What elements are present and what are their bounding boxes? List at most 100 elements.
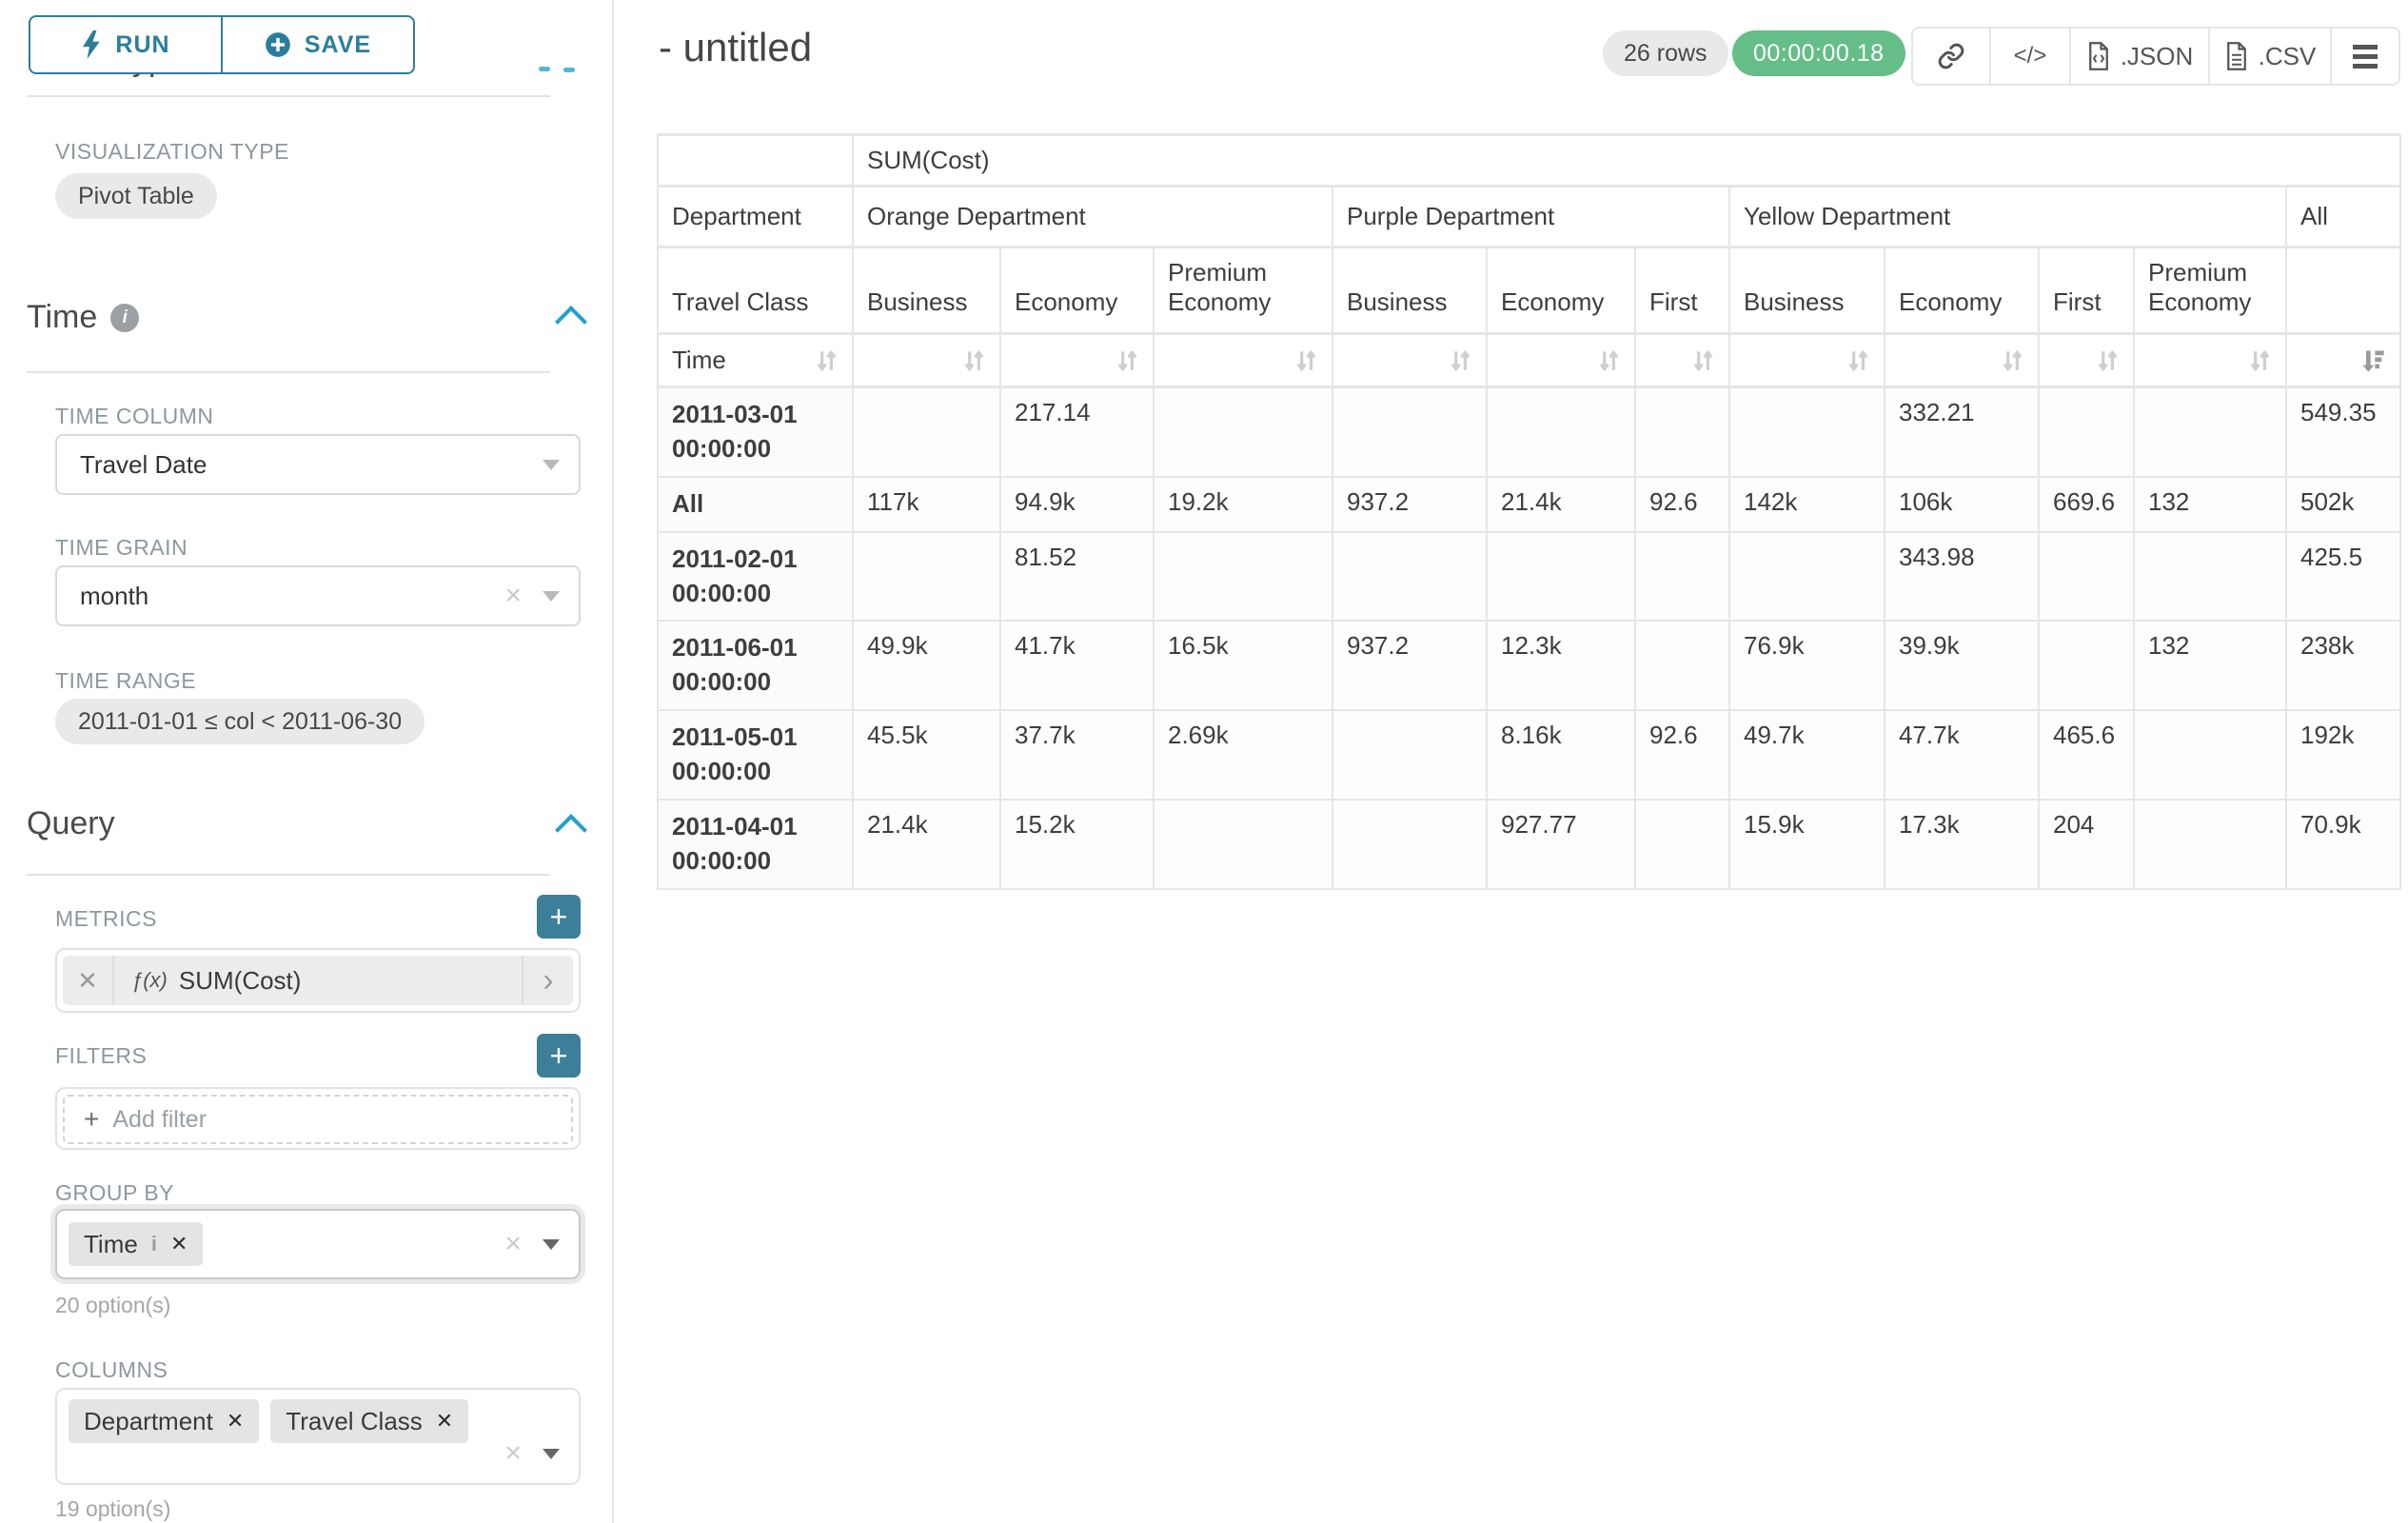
- view-query-button[interactable]: </>: [1991, 29, 2071, 84]
- pivot-cell: 49.9k: [852, 620, 1001, 712]
- row-count-badge: 26 rows: [1603, 30, 1728, 76]
- divider: [27, 874, 550, 876]
- pivot-sort-cell: [1728, 332, 1885, 388]
- pivot-cell: [852, 530, 1001, 623]
- pivot-cell: 343.98: [1884, 530, 2040, 623]
- divider: [27, 371, 550, 373]
- selected-option-pill[interactable]: Travel Class ✕: [270, 1399, 469, 1443]
- sort-icon[interactable]: [814, 347, 839, 374]
- pivot-sort-cell: [1884, 332, 2040, 388]
- expand-metric-icon[interactable]: ›: [522, 956, 573, 1005]
- pivot-sort-cell: [2133, 332, 2287, 388]
- sort-icon[interactable]: [1115, 347, 1139, 374]
- remove-metric-icon[interactable]: ✕: [63, 956, 114, 1005]
- pivot-cell: [2133, 709, 2287, 801]
- short-link-button[interactable]: [1913, 29, 1991, 84]
- pivot-cell: 549.35: [2285, 386, 2401, 478]
- pivot-sort-cell: [852, 332, 1001, 388]
- clear-icon[interactable]: ×: [504, 1228, 522, 1259]
- pivot-sort-cell: [2038, 332, 2135, 388]
- sort-icon[interactable]: [2095, 347, 2120, 374]
- sort-icon[interactable]: [1845, 347, 1870, 374]
- pivot-cell: 19.2k: [1153, 475, 1333, 533]
- export-csv-button[interactable]: .CSV: [2210, 29, 2332, 84]
- pivot-row-header: All: [657, 475, 854, 533]
- add-filter-plus-button[interactable]: +: [537, 1034, 581, 1078]
- pivot-cell: 142k: [1728, 475, 1885, 533]
- code-icon: </>: [2013, 43, 2047, 69]
- pivot-cell: [1634, 620, 1730, 712]
- pivot-col-header: First: [1634, 246, 1730, 335]
- remove-option-icon[interactable]: ✕: [226, 1409, 245, 1433]
- sort-icon[interactable]: [1690, 347, 1715, 374]
- chevron-up-icon: [555, 306, 587, 338]
- selected-option-pill[interactable]: Time i ✕: [69, 1222, 204, 1266]
- group-by-select[interactable]: Time i ✕ ×: [55, 1209, 581, 1279]
- pivot-cell: [2133, 798, 2287, 890]
- sort-icon[interactable]: [2247, 347, 2272, 374]
- run-save-button-group: RUN SAVE: [29, 15, 415, 74]
- sort-icon[interactable]: [1448, 347, 1472, 374]
- sort-descending-icon[interactable]: [2359, 347, 2386, 374]
- pivot-cell: 465.6: [2038, 709, 2135, 801]
- pivot-cell: 937.2: [1332, 620, 1488, 712]
- pivot-axis-label: Travel Class: [657, 246, 854, 335]
- sort-icon[interactable]: [1293, 347, 1318, 374]
- pivot-cell: [1634, 798, 1730, 890]
- collapse-query-section[interactable]: [555, 811, 587, 846]
- pivot-cell: 8.16k: [1486, 709, 1636, 801]
- chart-title[interactable]: - untitled: [659, 25, 813, 69]
- csv-file-icon: [2226, 42, 2246, 70]
- pivot-col-header: Business: [852, 246, 1001, 335]
- sort-icon[interactable]: [1596, 347, 1621, 374]
- add-metric-button[interactable]: +: [537, 895, 581, 939]
- pivot-cell: 21.4k: [1486, 475, 1636, 533]
- time-grain-select[interactable]: month ×: [55, 565, 581, 626]
- save-button[interactable]: SAVE: [222, 15, 415, 74]
- run-button[interactable]: RUN: [29, 15, 222, 74]
- lightning-icon: [83, 30, 101, 59]
- pivot-col-group-header: All: [2285, 185, 2401, 248]
- pivot-row-header: 2011-05-01 00:00:00: [657, 709, 854, 801]
- export-json-button[interactable]: .JSON: [2071, 29, 2210, 84]
- clear-icon[interactable]: ×: [504, 580, 522, 611]
- pivot-cell: [1634, 386, 1730, 478]
- json-file-icon: [2088, 42, 2108, 70]
- query-timer-badge: 00:00:00.18: [1732, 30, 1905, 76]
- pivot-cell: [2038, 530, 2135, 623]
- function-icon: ƒ(x): [131, 968, 168, 992]
- remove-option-icon[interactable]: ✕: [169, 1232, 188, 1256]
- remove-option-icon[interactable]: ✕: [435, 1409, 454, 1433]
- selected-option-pill[interactable]: Department ✕: [69, 1399, 260, 1443]
- menu-button[interactable]: [2332, 29, 2398, 84]
- sort-icon[interactable]: [961, 347, 986, 374]
- chevron-down-icon: [543, 590, 560, 602]
- metric-item[interactable]: ✕ ƒ(x) SUM(Cost) ›: [63, 956, 573, 1005]
- pivot-cell: [1486, 530, 1636, 623]
- pivot-col-header: Premium Economy: [2133, 246, 2287, 335]
- filters-field: + Add filter: [55, 1087, 581, 1150]
- pivot-cell: [1728, 386, 1885, 478]
- chevron-down-icon: [543, 1448, 560, 1459]
- time-column-select[interactable]: Travel Date: [55, 434, 581, 495]
- clear-icon[interactable]: ×: [504, 1437, 522, 1469]
- pivot-cell: 217.14: [999, 386, 1155, 478]
- clipped-chevron-tip: [563, 68, 575, 72]
- collapse-time-section[interactable]: [555, 303, 587, 338]
- add-filter-button[interactable]: + Add filter: [63, 1095, 573, 1144]
- pivot-cell: 132: [2133, 620, 2287, 712]
- visualization-type-value[interactable]: Pivot Table: [55, 173, 217, 219]
- pivot-cell: 94.9k: [999, 475, 1155, 533]
- pivot-cell: 332.21: [1884, 386, 2040, 478]
- metrics-field: ✕ ƒ(x) SUM(Cost) ›: [55, 948, 581, 1013]
- pivot-corner-cell: [657, 133, 854, 188]
- sort-icon[interactable]: [2000, 347, 2024, 374]
- chevron-up-icon: [555, 814, 587, 846]
- pivot-cell: [1153, 530, 1333, 623]
- pivot-cell: 238k: [2285, 620, 2401, 712]
- pivot-cell: [1332, 709, 1488, 801]
- columns-select[interactable]: Department ✕ Travel Class ✕ ×: [55, 1388, 581, 1485]
- pivot-row-header: 2011-03-01 00:00:00: [657, 386, 854, 478]
- pivot-cell: [852, 386, 1001, 478]
- time-range-value[interactable]: 2011-01-01 ≤ col < 2011-06-30: [55, 699, 425, 744]
